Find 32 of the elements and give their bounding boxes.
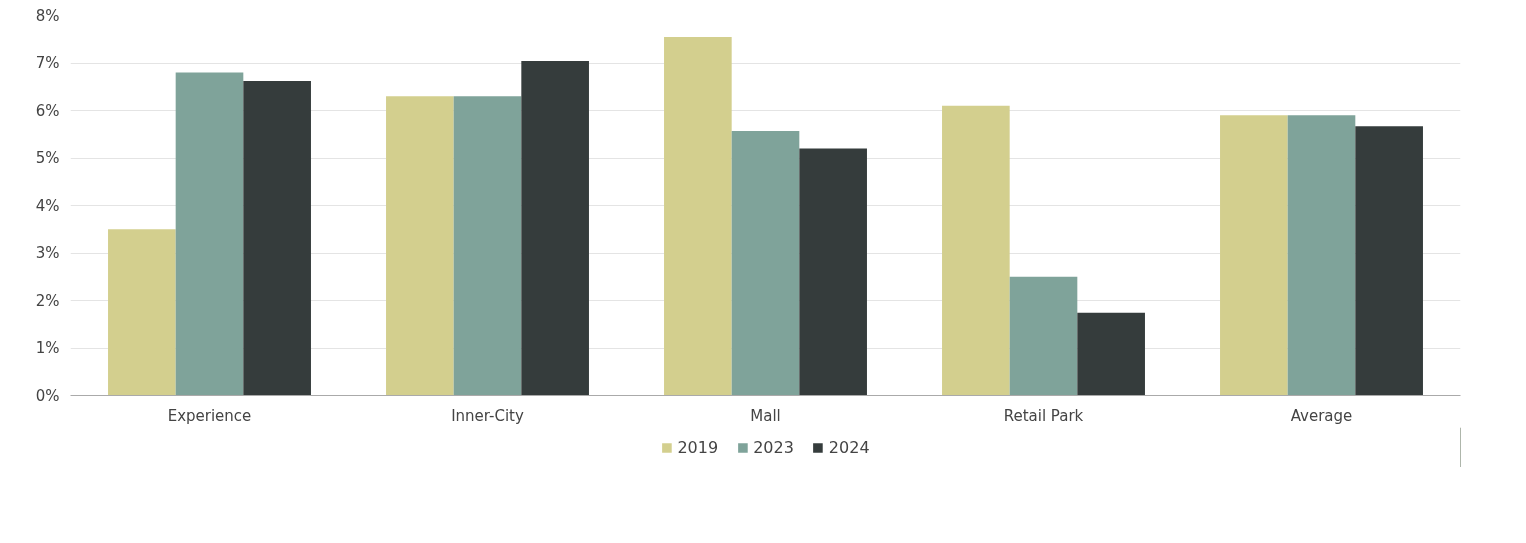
bar — [1355, 126, 1423, 396]
x-tick-label: Experience — [167, 406, 252, 425]
y-tick-label: 3% — [35, 244, 60, 262]
y-tick-label: 0% — [35, 386, 60, 405]
y-tick-label: 6% — [35, 101, 60, 120]
bar — [942, 105, 1010, 396]
bar — [175, 72, 244, 396]
x-tick-label: Retail Park — [1003, 406, 1084, 425]
bar — [1220, 115, 1288, 396]
bar — [386, 96, 454, 396]
y-tick-label: 5% — [35, 149, 60, 167]
y-tick-label: 2% — [35, 291, 60, 310]
legend-label: 2019 — [677, 437, 719, 457]
bar — [1287, 115, 1356, 396]
y-tick-label: 1% — [35, 339, 60, 357]
x-tick-label: Average — [1290, 406, 1353, 425]
legend-label: 2023 — [753, 437, 794, 457]
bar — [243, 81, 311, 396]
y-tick-label: 4% — [35, 196, 60, 215]
bar — [731, 130, 800, 396]
bar — [521, 61, 589, 396]
x-tick-label: Inner-City — [451, 406, 524, 425]
x-tick-label: Mall — [750, 406, 781, 425]
bar — [453, 96, 522, 396]
bar — [1077, 312, 1145, 396]
bar — [664, 36, 732, 396]
y-tick-label: 7% — [35, 54, 60, 72]
legend-label: 2024 — [828, 437, 870, 457]
bar — [1009, 276, 1078, 396]
y-tick-label: 8% — [35, 6, 60, 25]
bar — [108, 229, 176, 396]
bar — [799, 148, 867, 396]
